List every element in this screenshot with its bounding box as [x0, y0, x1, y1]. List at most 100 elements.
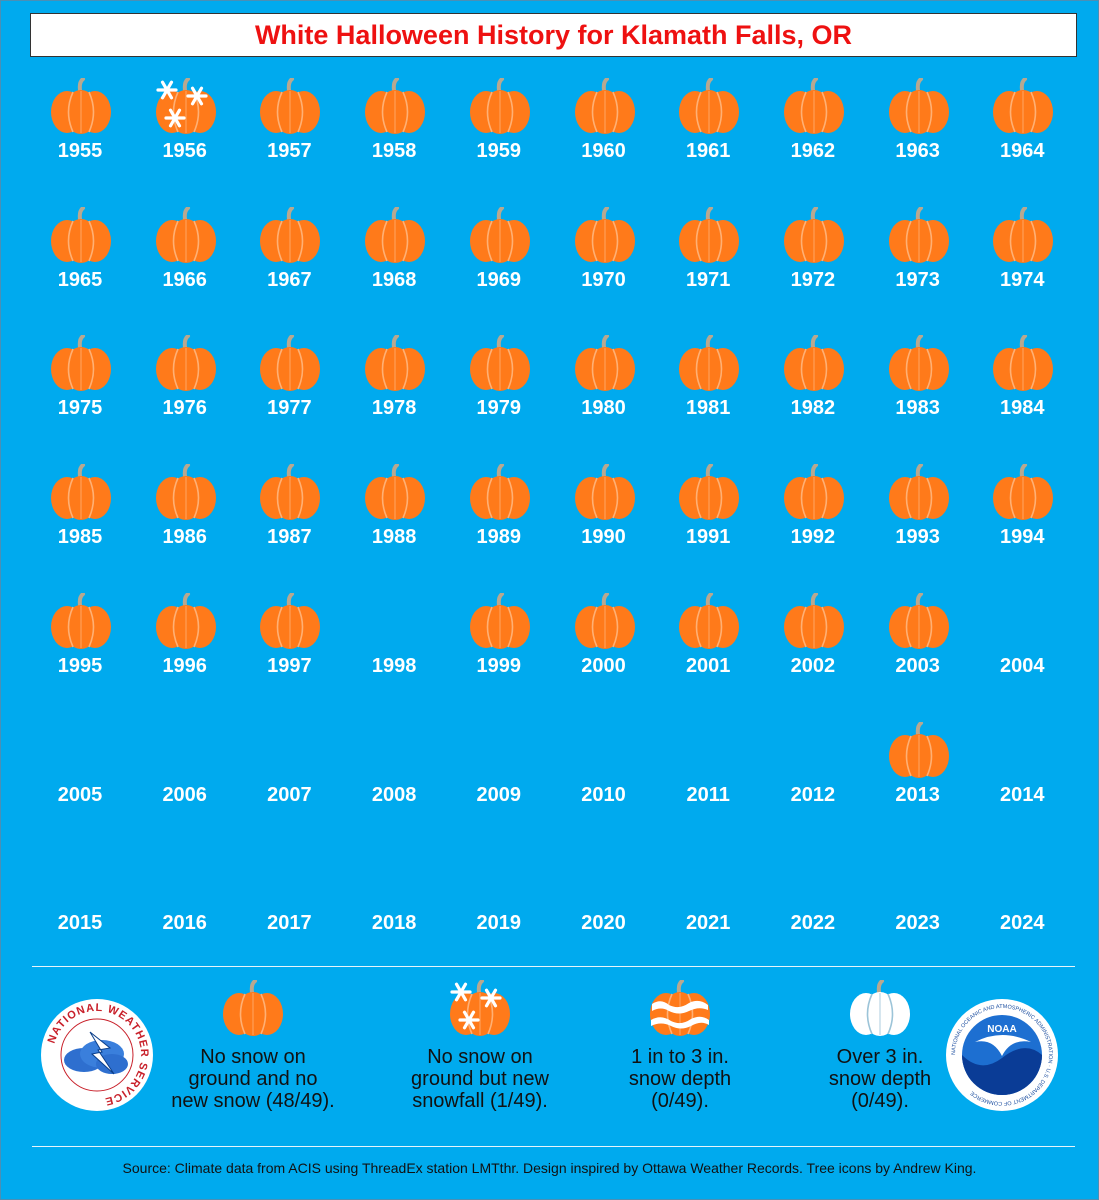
year-cell: 2020: [552, 850, 656, 960]
noaa-logo: NOAA NATIONAL OCEANIC AND ATMOSPHERIC AD…: [946, 999, 1058, 1111]
pumpkin-icon: [259, 591, 321, 649]
year-cell: 2013: [866, 720, 970, 832]
year-label: 2024: [1000, 912, 1045, 935]
year-cell: 1998: [342, 593, 446, 703]
year-cell: 1964: [970, 77, 1074, 188]
pumpkin-icon: [259, 463, 321, 521]
year-cell: 1991: [656, 463, 760, 574]
pumpkin-icon: [50, 463, 112, 521]
year-label: 2003: [895, 654, 940, 677]
year-label: 1994: [1000, 526, 1045, 549]
year-label: 1997: [267, 654, 312, 677]
year-cell: 1957: [237, 77, 341, 188]
year-label: 2005: [57, 783, 103, 806]
pumpkin-icon: [783, 205, 845, 263]
pumpkin-icon: [783, 77, 845, 134]
year-cell: 2002: [761, 591, 865, 703]
year-cell: 2000: [552, 591, 656, 703]
year-label: 1980: [581, 397, 626, 420]
legend-label: No snow on ground and no new snow (48/49).: [153, 1046, 353, 1112]
year-cell: 2005: [28, 722, 132, 832]
year-label: 1962: [790, 140, 836, 162]
year-label: 1976: [162, 397, 207, 420]
pumpkin-icon: [50, 334, 112, 392]
legend-label: Over 3 in. snow depth (0/49).: [780, 1046, 980, 1112]
year-cell: 1993: [866, 463, 970, 574]
year-label: 2007: [267, 783, 312, 806]
year-label: 2015: [57, 912, 103, 935]
legend-label-line: No snow on: [200, 1046, 306, 1068]
year-label: 1983: [895, 397, 940, 420]
year-cell: 1958: [342, 77, 446, 188]
year-cell: 2024: [970, 850, 1074, 960]
year-cell: 1995: [28, 591, 132, 703]
year-label: 2017: [267, 912, 312, 935]
year-cell: 1992: [761, 463, 865, 574]
pumpkin-icon: [155, 463, 217, 521]
year-cell: 2015: [28, 850, 132, 960]
year-cell: 2018: [342, 850, 446, 960]
year-label: 2012: [790, 783, 836, 806]
year-label: 1999: [476, 654, 522, 677]
pumpkin-icon: [574, 463, 636, 521]
year-cell: 1996: [133, 591, 237, 703]
year-cell: 1997: [237, 591, 341, 703]
year-label: 1993: [895, 526, 940, 549]
legend-label-line: No snow on: [427, 1046, 533, 1068]
year-cell: 1990: [552, 463, 656, 574]
year-label: 1981: [685, 397, 731, 420]
year-label: 2014: [1000, 783, 1045, 806]
pumpkin-icon: [992, 463, 1054, 521]
year-label: 1971: [685, 268, 731, 291]
year-cell: 2008: [342, 722, 446, 832]
year-cell: 2003: [866, 591, 970, 703]
year-label: 1959: [476, 140, 522, 162]
pumpkin-icon: [469, 334, 531, 392]
year-cell: 1981: [656, 334, 760, 445]
snowfall-pumpkin-icon: [155, 77, 217, 134]
snowfall-pumpkin-icon: [449, 979, 511, 1036]
year-cell: 2006: [133, 722, 237, 832]
legend-label-line: new snow (48/49).: [171, 1090, 335, 1112]
year-label: 2021: [685, 912, 731, 935]
year-label: 1998: [371, 654, 417, 677]
year-cell: 1982: [761, 334, 865, 445]
year-cell: 2022: [761, 850, 865, 960]
year-label: 1966: [162, 268, 207, 291]
year-cell: 1969: [447, 205, 551, 317]
chart-title: White Halloween History for Klamath Fall…: [254, 19, 853, 50]
year-cell: 2016: [133, 850, 237, 960]
year-label: 2004: [1000, 654, 1045, 677]
legend-label: No snow on ground but new snowfall (1/49).: [380, 1046, 580, 1112]
year-cell: 1977: [237, 334, 341, 445]
year-cell: 1978: [342, 334, 446, 445]
year-label: 1963: [895, 140, 940, 162]
pumpkin-icon: [888, 205, 950, 263]
year-cell: 1979: [447, 334, 551, 445]
year-label: 1968: [371, 268, 417, 291]
year-label: 2000: [581, 654, 626, 677]
year-label: 2011: [686, 783, 730, 806]
pumpkin-icon: [259, 334, 321, 392]
title-box: White Halloween History for Klamath Fall…: [30, 13, 1077, 57]
nws-logo: NATIONAL WEATHER SERVICE: [41, 999, 153, 1111]
year-cell: 1989: [447, 463, 551, 574]
pumpkin-icon: [783, 591, 845, 649]
year-cell: 1962: [761, 77, 865, 188]
year-cell: 1980: [552, 334, 656, 445]
legend-label-line: snow depth: [628, 1068, 732, 1090]
year-label: 1991: [685, 526, 731, 549]
year-label: 1955: [57, 140, 103, 162]
pumpkin-icon: [469, 591, 531, 649]
year-cell: 1985: [28, 463, 132, 574]
year-label: 1982: [790, 397, 836, 420]
year-cell: 1973: [866, 205, 970, 317]
year-label: 1965: [57, 268, 103, 291]
legend-label-line: ground but new: [411, 1068, 549, 1090]
legend-label-line: 1 in to 3 in.: [631, 1046, 729, 1068]
year-cell: 2014: [970, 722, 1074, 832]
year-label: 1969: [476, 268, 522, 291]
pumpkin-icon: [574, 205, 636, 263]
pumpkin-icon: [364, 77, 426, 134]
pumpkin-icon: [888, 720, 950, 778]
